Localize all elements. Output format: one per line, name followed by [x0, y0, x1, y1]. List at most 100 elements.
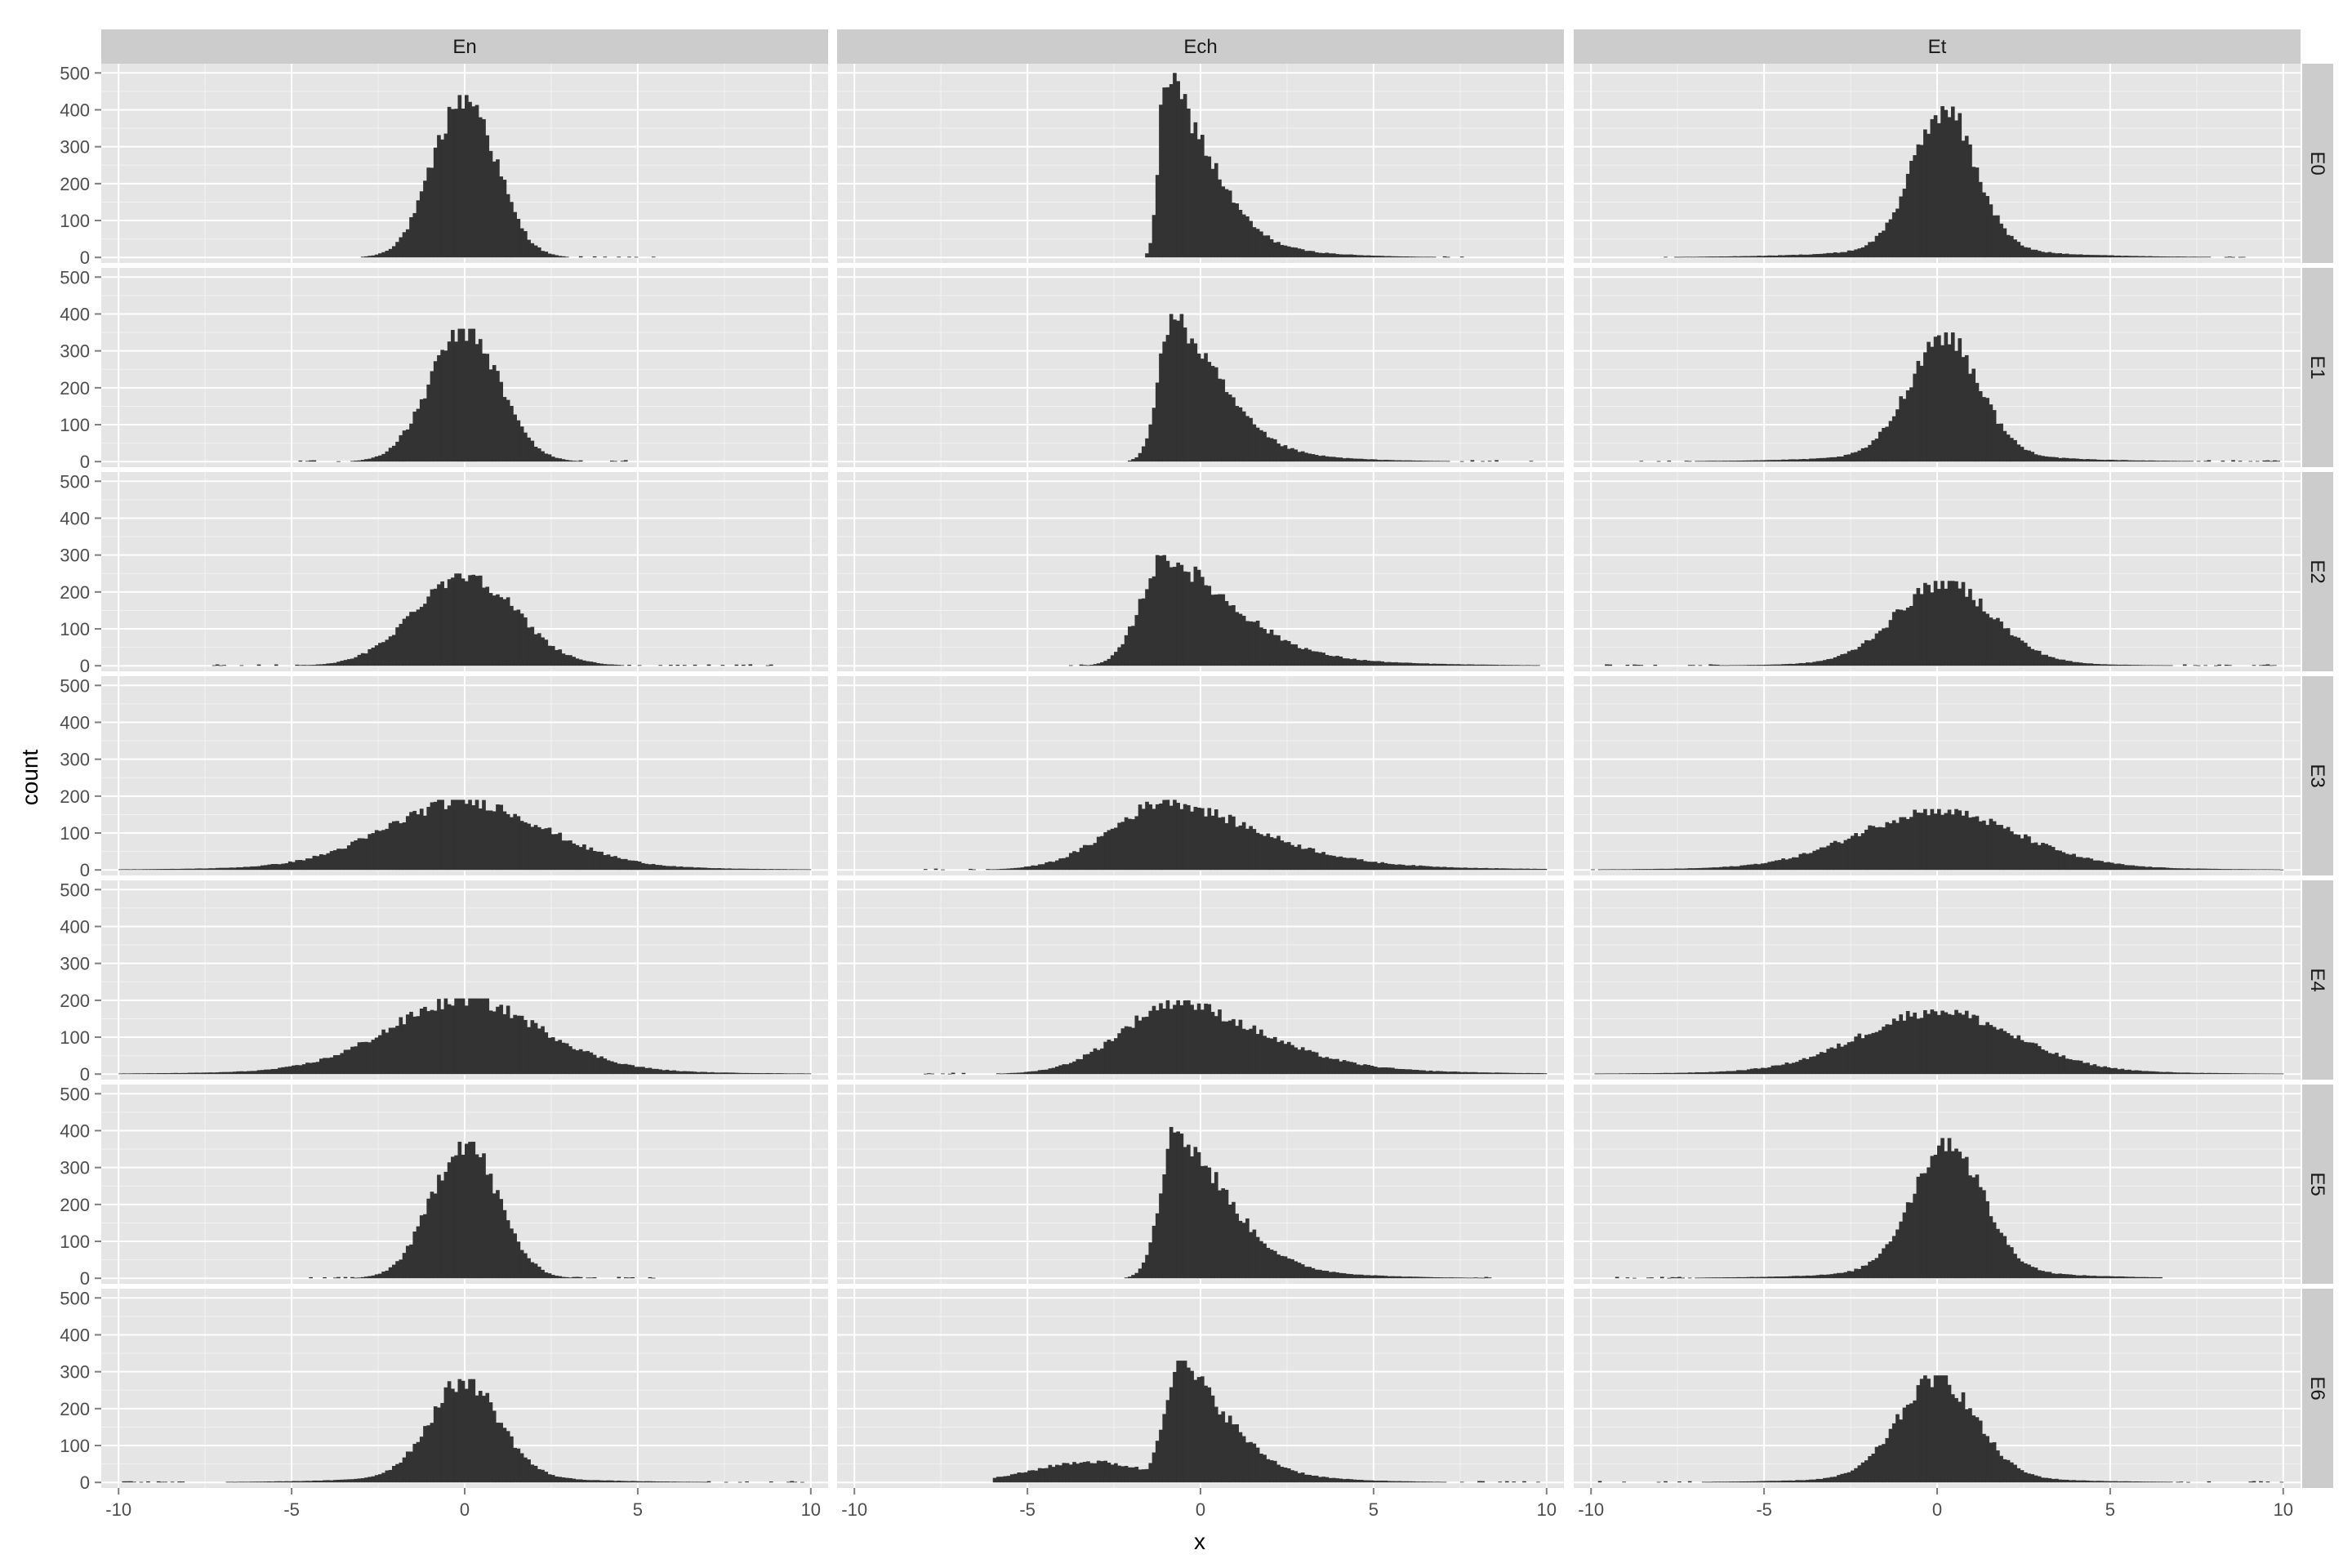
histogram-bar	[530, 1262, 535, 1279]
histogram-bar	[454, 1155, 458, 1279]
histogram-bar	[1359, 660, 1364, 666]
histogram-bar	[1276, 242, 1281, 258]
histogram-bars	[923, 800, 1548, 871]
histogram-bar	[132, 869, 136, 871]
histogram-bar	[1781, 858, 1785, 871]
histogram-bar	[1494, 460, 1499, 462]
histogram-bar	[1370, 1480, 1374, 1483]
histogram-bar	[1933, 1011, 1938, 1075]
histogram-bar	[544, 828, 549, 871]
histogram-bar	[2134, 1070, 2139, 1075]
histogram-bar	[1895, 208, 1900, 258]
histogram-bar	[471, 1142, 476, 1279]
facet-strip-label: E3	[2306, 764, 2328, 787]
histogram-bar	[2200, 256, 2204, 258]
histogram-bar	[312, 1480, 317, 1483]
histogram-bar	[287, 1481, 292, 1483]
histogram-bar	[1391, 864, 1395, 871]
histogram-bar	[655, 865, 659, 871]
histogram-bar	[1221, 379, 1226, 462]
histogram-bar	[1096, 1049, 1101, 1075]
histogram-bar	[1380, 1067, 1385, 1075]
histogram-bar	[1366, 255, 1371, 258]
histogram-bar	[305, 858, 310, 871]
histogram-bar	[1701, 1277, 1706, 1279]
histogram-bar	[513, 610, 517, 666]
histogram-bar	[1823, 1477, 1827, 1483]
histogram-bar	[488, 150, 493, 258]
histogram-bar	[617, 1063, 621, 1075]
histogram-bar	[360, 653, 365, 666]
histogram-bar	[433, 361, 438, 462]
histogram-bar	[1659, 1072, 1664, 1075]
histogram-bar	[1456, 867, 1461, 871]
histogram-bar	[1705, 867, 1709, 871]
histogram-bar	[1210, 595, 1215, 666]
histogram-bar	[468, 800, 472, 871]
histogram-bar	[2027, 1042, 2031, 1075]
histogram-bar	[1276, 1041, 1281, 1075]
histogram-bar	[270, 864, 275, 871]
histogram-bar	[1363, 660, 1367, 666]
histogram-bar	[1190, 1156, 1194, 1279]
histogram-bar	[1093, 664, 1098, 666]
histogram-bar	[1677, 256, 1682, 258]
histogram-bar	[2117, 1276, 2122, 1279]
histogram-bar	[1276, 835, 1281, 871]
histogram-bar	[1325, 655, 1330, 666]
histogram-bar	[1633, 869, 1637, 871]
histogram-bar	[1467, 1277, 1471, 1279]
histogram-bar	[1387, 256, 1392, 258]
histogram-bar	[1422, 1070, 1426, 1075]
histogram-bar	[2069, 1059, 2073, 1075]
histogram-bar	[1712, 867, 1717, 871]
histogram-bar	[1307, 251, 1312, 258]
histogram-bar	[1221, 1021, 1226, 1075]
histogram-bar	[1809, 853, 1813, 871]
histogram-bar	[1235, 1424, 1240, 1483]
histogram-bar	[2259, 1481, 2263, 1483]
histogram-bar	[343, 660, 348, 666]
histogram-bar	[496, 1190, 500, 1279]
histogram-bar	[1944, 813, 1949, 871]
histogram-bar	[1148, 1463, 1153, 1483]
histogram-bar	[1394, 460, 1398, 462]
histogram-bar	[578, 847, 583, 871]
histogram-bar	[2259, 665, 2263, 666]
histogram-bar	[485, 810, 490, 871]
histogram-bar	[1439, 663, 1444, 666]
histogram-bar	[578, 659, 583, 666]
histogram-bar	[177, 868, 181, 871]
histogram-bar	[1259, 430, 1263, 462]
histogram-bar	[1837, 252, 1841, 258]
histogram-bar	[2137, 1481, 2142, 1483]
histogram-bar	[1235, 406, 1240, 462]
histogram-bar	[1978, 1187, 1983, 1279]
histogram-bar	[247, 1071, 251, 1075]
histogram-bar	[1356, 458, 1361, 462]
histogram-bar	[440, 1009, 444, 1075]
histogram-bar	[2176, 868, 2180, 871]
histogram-bar	[2262, 869, 2267, 871]
histogram-bar	[2145, 1276, 2149, 1279]
histogram-bar	[2055, 1478, 2059, 1483]
histogram-bar	[1159, 105, 1163, 258]
histogram-bar	[672, 1481, 676, 1483]
histogram-bar	[1470, 867, 1475, 871]
histogram-bar	[1339, 856, 1343, 871]
histogram-bar	[737, 1481, 742, 1483]
histogram-bar	[1888, 620, 1893, 666]
histogram-bar	[1726, 1071, 1731, 1075]
histogram-bar	[1196, 1003, 1201, 1075]
histogram-bar	[1684, 868, 1689, 871]
histogram-bar	[1411, 662, 1416, 666]
histogram-bar	[468, 328, 472, 462]
histogram-bar	[1100, 835, 1104, 871]
histogram-bar	[1183, 1147, 1187, 1279]
histogram-bar	[1072, 851, 1076, 871]
histogram-bar	[1290, 1258, 1294, 1279]
histogram-bar	[1366, 459, 1371, 462]
histogram-bar	[2023, 643, 2028, 666]
histogram-bar	[1259, 1241, 1263, 1279]
histogram-bar	[1110, 655, 1115, 666]
